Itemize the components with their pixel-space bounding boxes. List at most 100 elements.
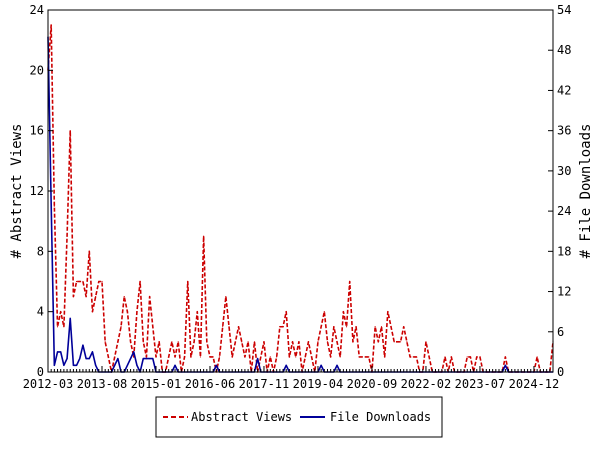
data-point <box>504 364 506 366</box>
data-point <box>390 326 392 328</box>
data-point <box>304 356 306 358</box>
data-point <box>101 280 103 283</box>
data-point <box>399 341 402 343</box>
data-point <box>88 357 90 360</box>
data-point <box>409 356 411 358</box>
data-point <box>69 317 71 319</box>
data-point <box>285 311 287 313</box>
data-point <box>241 341 243 343</box>
data-point <box>136 364 138 366</box>
data-point <box>75 280 78 283</box>
x-tick-label: 2023-07 <box>455 377 506 391</box>
data-point <box>85 295 87 298</box>
data-point <box>50 203 52 206</box>
data-point <box>66 235 68 237</box>
data-point <box>361 356 364 358</box>
data-point <box>75 364 78 366</box>
data-point <box>444 356 446 358</box>
data-point <box>317 341 319 343</box>
plot-background <box>48 10 553 372</box>
data-point <box>53 364 55 366</box>
data-point <box>63 326 65 328</box>
data-point <box>330 356 332 358</box>
data-point <box>476 356 478 358</box>
data-point <box>174 356 176 358</box>
data-point <box>69 130 71 132</box>
data-point <box>234 341 236 343</box>
data-point <box>91 311 94 313</box>
data-point <box>323 311 325 313</box>
data-point <box>212 356 214 358</box>
data-point <box>406 341 408 343</box>
right-tick-label: 30 <box>557 164 571 178</box>
data-point <box>190 356 192 358</box>
data-point <box>307 341 310 343</box>
data-point <box>72 364 75 366</box>
data-point <box>298 341 300 343</box>
data-point <box>387 311 389 313</box>
data-point <box>282 326 284 328</box>
data-point <box>117 341 119 343</box>
data-point <box>276 356 278 358</box>
data-point <box>72 295 75 298</box>
data-point <box>450 356 452 358</box>
x-tick-label: 2012-03 <box>23 377 74 391</box>
data-point <box>295 356 297 358</box>
data-point <box>425 341 427 343</box>
data-point <box>98 280 100 283</box>
data-point <box>168 356 170 358</box>
data-point <box>247 341 249 343</box>
data-point <box>479 356 481 358</box>
data-point <box>196 311 198 313</box>
x-tick-label: 2024-12 <box>509 377 560 391</box>
legend: Abstract Views File Downloads <box>155 396 443 438</box>
data-point <box>133 351 135 353</box>
data-point <box>342 311 344 313</box>
left-tick-label: 24 <box>30 3 44 17</box>
data-point <box>79 357 81 360</box>
data-point <box>56 351 59 353</box>
x-tick-label: 2019-04 <box>293 377 344 391</box>
left-tick-label: 8 <box>37 244 44 258</box>
x-tick-label: 2013-08 <box>77 377 128 391</box>
data-point <box>415 356 418 358</box>
data-point <box>88 250 90 252</box>
x-tick-label: 2015-01 <box>131 377 182 391</box>
data-point <box>91 351 94 353</box>
data-point <box>66 357 68 360</box>
data-point <box>53 205 55 207</box>
data-point <box>412 356 414 358</box>
data-point <box>384 356 386 358</box>
data-point <box>155 356 157 358</box>
data-point <box>95 364 97 366</box>
data-point <box>203 235 205 237</box>
data-point <box>206 341 208 343</box>
data-point <box>260 356 262 358</box>
data-point <box>139 280 141 283</box>
data-point <box>355 326 357 328</box>
left-tick-label: 4 <box>37 305 44 319</box>
data-point <box>336 364 338 366</box>
data-point <box>403 326 405 328</box>
data-point <box>63 364 65 366</box>
data-point <box>126 311 129 313</box>
data-point <box>358 356 360 358</box>
data-point <box>82 280 84 283</box>
data-point <box>253 341 256 343</box>
data-point <box>152 357 154 360</box>
data-point <box>377 341 379 343</box>
left-tick-label: 16 <box>30 124 44 138</box>
data-point <box>145 357 148 360</box>
x-tick-label: 2022-02 <box>401 377 452 391</box>
data-point <box>222 326 224 328</box>
data-point <box>269 356 271 358</box>
data-point <box>85 357 87 360</box>
data-point <box>291 341 294 343</box>
data-point <box>237 326 240 328</box>
right-tick-label: 54 <box>557 3 571 17</box>
data-point <box>333 326 335 328</box>
data-point <box>79 280 81 283</box>
data-point <box>380 326 383 328</box>
data-point <box>536 356 538 358</box>
